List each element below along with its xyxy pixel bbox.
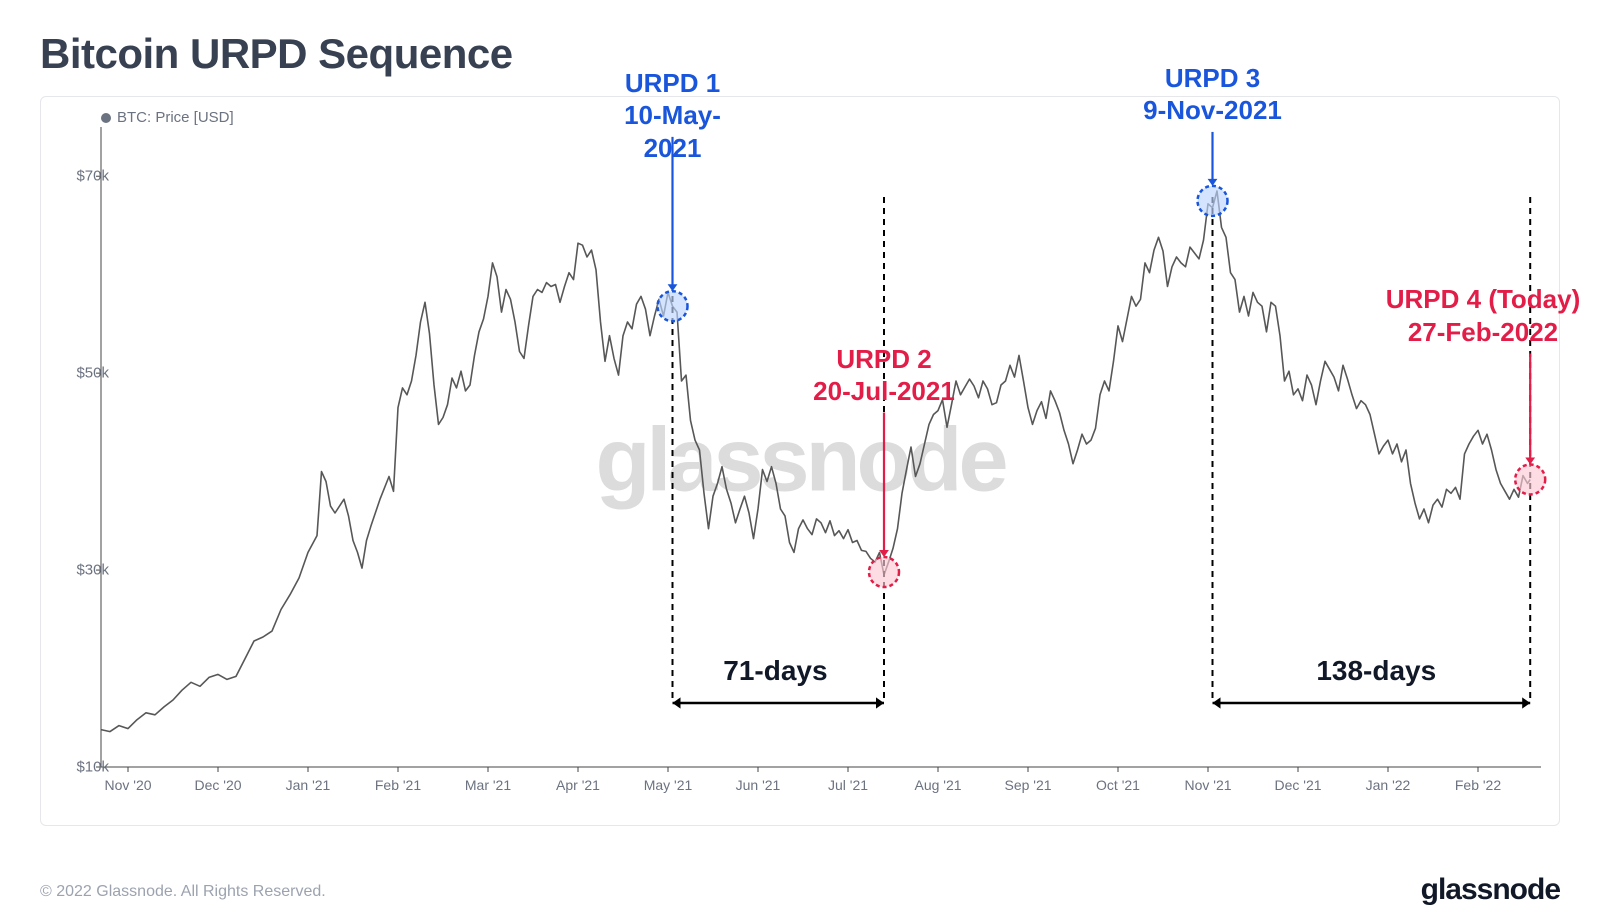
y-tick-label: $10k xyxy=(76,759,109,776)
x-tick-label: Nov '21 xyxy=(1184,777,1231,793)
y-tick-label: $30k xyxy=(76,562,109,579)
chart-frame: BTC: Price [USD] glassnode $10k$30k$50k$… xyxy=(40,96,1560,826)
x-tick-label: Feb '22 xyxy=(1455,777,1501,793)
annotation-line2: 9-Nov-2021 xyxy=(1143,94,1283,127)
annotation-line1: URPD 3 xyxy=(1143,62,1283,95)
x-tick-label: Apr '21 xyxy=(556,777,600,793)
x-tick-label: Aug '21 xyxy=(914,777,961,793)
x-tick-label: Jun '21 xyxy=(736,777,781,793)
annotation-line1: URPD 2 xyxy=(807,343,961,376)
x-tick-label: Nov '20 xyxy=(104,777,151,793)
annotation-line1: URPD 1 xyxy=(596,67,750,100)
range-label: 138-days xyxy=(1316,655,1436,687)
annotation-label: URPD 220-Jul-2021 xyxy=(807,343,961,408)
range-label: 71-days xyxy=(723,655,827,687)
legend-dot-icon xyxy=(101,113,111,123)
legend: BTC: Price [USD] xyxy=(101,109,234,126)
legend-text: BTC: Price [USD] xyxy=(117,109,234,126)
page-root: Bitcoin URPD Sequence BTC: Price [USD] g… xyxy=(0,0,1600,921)
brand-logo: glassnode xyxy=(1421,873,1560,907)
annotation-label: URPD 110-May-2021 xyxy=(596,67,750,165)
annotation-line2: 10-May-2021 xyxy=(596,99,750,164)
x-tick-label: Jan '21 xyxy=(286,777,331,793)
x-tick-label: Jan '22 xyxy=(1366,777,1411,793)
footer-copyright: © 2022 Glassnode. All Rights Reserved. xyxy=(40,883,326,901)
x-tick-label: Feb '21 xyxy=(375,777,421,793)
annotation-line2: 27-Feb-2022 xyxy=(1385,316,1581,349)
x-tick-label: Sep '21 xyxy=(1004,777,1051,793)
y-tick-label: $70k xyxy=(76,168,109,185)
x-tick-label: Dec '21 xyxy=(1274,777,1321,793)
y-tick-label: $50k xyxy=(76,365,109,382)
annotation-label: URPD 39-Nov-2021 xyxy=(1143,62,1283,127)
annotation-label: URPD 4 (Today)27-Feb-2022 xyxy=(1385,283,1581,348)
annotation-line1: URPD 4 (Today) xyxy=(1385,283,1581,316)
x-tick-label: Mar '21 xyxy=(465,777,511,793)
annotation-line2: 20-Jul-2021 xyxy=(807,375,961,408)
x-tick-label: Oct '21 xyxy=(1096,777,1140,793)
x-tick-label: Dec '20 xyxy=(194,777,241,793)
x-tick-label: Jul '21 xyxy=(828,777,868,793)
chart-title: Bitcoin URPD Sequence xyxy=(40,30,1560,78)
x-tick-label: May '21 xyxy=(644,777,693,793)
